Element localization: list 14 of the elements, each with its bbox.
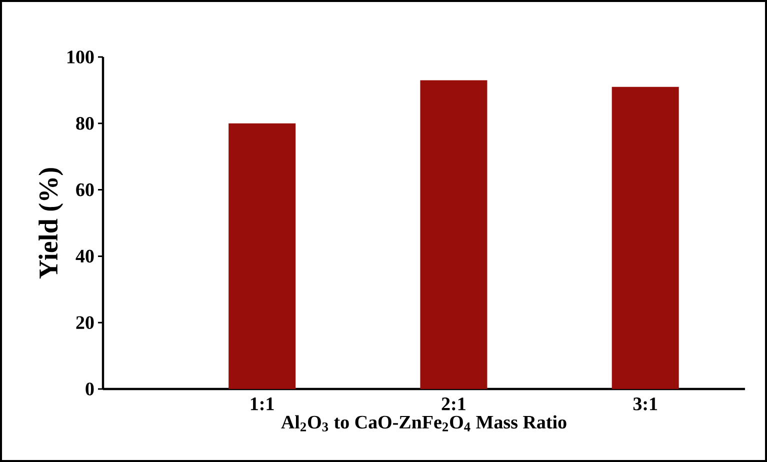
bar	[420, 80, 488, 389]
x-tick-label: 1:1	[250, 398, 274, 410]
y-axis-title: Yield (%)	[38, 168, 64, 279]
y-tick-label: 0	[86, 382, 94, 396]
x-tick-label: 3:1	[633, 398, 658, 410]
y-tick-label: 80	[76, 116, 94, 130]
y-tick-label: 100	[67, 50, 94, 64]
bar	[228, 123, 296, 389]
y-tick-label: 40	[76, 250, 94, 263]
y-tick-label: 60	[76, 183, 94, 196]
y-tick-label: 20	[76, 316, 94, 329]
bar	[612, 86, 679, 389]
x-tick-label: 2:1	[442, 398, 466, 410]
text: Al$_{2}$O$_{3}$ to CaO-ZnFe$_{2}$O$_{4}$ Mass Ratio	[281, 415, 566, 432]
